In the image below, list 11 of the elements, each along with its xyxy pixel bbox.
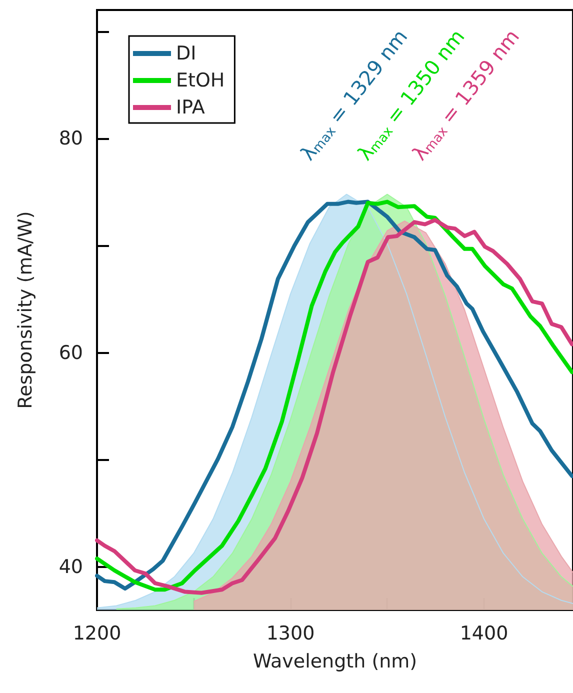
x-tick-label: 1400 [460, 622, 508, 644]
x-axis-title: Wavelength (nm) [252, 650, 418, 672]
y-tick-label: 40 [58, 556, 83, 578]
x-tick-label: 1300 [266, 622, 315, 644]
legend-label: EtOH [176, 70, 225, 92]
y-tick-label: 60 [58, 342, 83, 364]
legend-label: IPA [176, 96, 205, 118]
y-tick-label: 80 [58, 128, 83, 150]
x-tick-label: 1200 [72, 622, 122, 644]
legend-label: DI [176, 42, 196, 64]
y-axis-title: Responsivity (mA/W) [14, 211, 36, 409]
